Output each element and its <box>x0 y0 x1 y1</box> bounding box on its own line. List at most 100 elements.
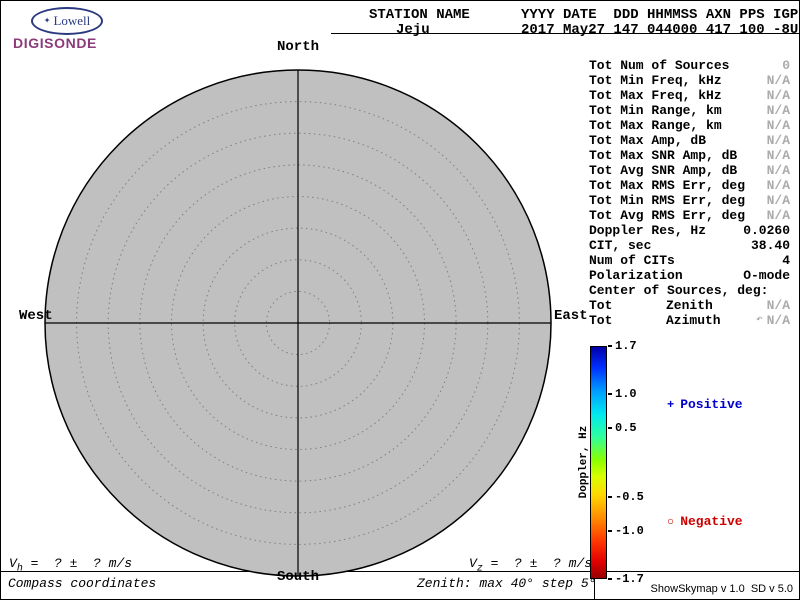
tick-mark-icon <box>608 392 612 395</box>
statusbar-divider <box>1 571 799 572</box>
colorbar-tick: 0.5 <box>608 421 637 435</box>
stat-value: N/A <box>766 178 790 193</box>
stat-value: N/A <box>766 208 790 223</box>
stat-right: O-mode <box>743 268 790 283</box>
colorbar-tick: 1.0 <box>608 387 637 401</box>
stat-right: N/A <box>767 193 790 208</box>
skymap-plot[interactable]: North South West East <box>1 34 601 600</box>
stat-label: Num of CITs <box>589 253 675 268</box>
stat-value: 38.40 <box>750 238 790 253</box>
positive-label: Positive <box>680 397 743 412</box>
stat-row: Tot Max Freq, kHz N/A <box>589 88 790 103</box>
tick-label: 0.5 <box>615 421 637 436</box>
stat-label: Tot Max Amp, dB <box>589 133 707 148</box>
stat-right: N/A <box>767 88 790 103</box>
tick-label: -0.5 <box>615 489 644 504</box>
zenith-range-note: Zenith: max 40° step 5° <box>417 576 597 591</box>
stat-value: N/A <box>766 103 790 118</box>
tick-label: -1.7 <box>615 572 644 586</box>
stat-label: Tot <box>589 313 613 328</box>
stat-row: Tot Min Freq, kHz N/A <box>589 73 790 88</box>
stat-value: O-mode <box>743 268 790 283</box>
vz-subscript: z <box>476 563 483 575</box>
stat-label: Tot Max Freq, kHz <box>589 88 722 103</box>
colorbar-tick: -1.0 <box>608 524 644 538</box>
stat-right: N/A <box>767 103 790 118</box>
stat-right: N/A <box>767 298 790 313</box>
stat-right: N/A <box>767 178 790 193</box>
plus-marker-icon: + <box>667 397 675 412</box>
north-label: North <box>277 39 319 55</box>
stat-row: Num of CITs 4 <box>589 253 790 268</box>
stat-label: Tot Min Range, km <box>589 103 722 118</box>
stat-row: Tot Num of Sources 0 <box>589 58 790 73</box>
tick-label: -1.0 <box>615 524 644 539</box>
stat-right: N/A <box>767 163 790 178</box>
stat-right: N/A <box>767 148 790 163</box>
stat-row: Tot Avg RMS Err, deg N/A <box>589 208 790 223</box>
tick-mark-icon <box>608 530 612 533</box>
stat-value: N/A <box>766 88 790 103</box>
lowell-wordmark: Lowell <box>53 13 91 28</box>
tick-mark-icon <box>608 495 612 498</box>
statusbar-vertical-divider <box>594 571 595 599</box>
stat-row: Tot Max RMS Err, deg N/A <box>589 178 790 193</box>
stat-mid-label: Zenith <box>666 298 713 313</box>
stat-row: Doppler Res, Hz 0.0260 <box>589 223 790 238</box>
tick-label: 1.7 <box>615 339 637 353</box>
stat-label: Tot <box>589 298 613 313</box>
colorbar-tick: -1.7 <box>608 572 644 586</box>
vh-readout: Vh = ? ± ? m/s <box>9 556 132 575</box>
station-name-label: STATION NAME <box>369 7 470 23</box>
stat-right: ↶ N/A <box>756 313 790 328</box>
header-divider <box>331 33 799 34</box>
stat-label: Tot Num of Sources <box>589 58 730 73</box>
vz-value: = ? ± ? m/s <box>482 556 593 571</box>
colorbar-tick: 1.7 <box>608 339 637 353</box>
coordinates-note: Compass coordinates <box>8 576 157 591</box>
stat-row: Polarization O-mode <box>589 268 790 283</box>
stat-row: Tot Max Range, km N/A <box>589 118 790 133</box>
lowell-oval-logo: ✦ Lowell <box>31 7 103 35</box>
stat-label: Polarization <box>589 268 683 283</box>
stat-row: Tot Max SNR Amp, dB N/A <box>589 148 790 163</box>
west-label: West <box>19 308 53 324</box>
stat-label: Doppler Res, Hz <box>589 223 707 238</box>
stat-value: 0.0260 <box>743 223 790 238</box>
stat-mid-label: Azimuth <box>666 313 721 328</box>
negative-legend: ○ Negative <box>667 514 743 529</box>
colorbar-area: 1.7 1.0 0.5 -0.5 -1.0 -1.7 <box>590 339 644 586</box>
stat-value: N/A <box>766 163 790 178</box>
stat-value: N/A <box>766 118 790 133</box>
vh-subscript: h <box>16 563 23 575</box>
vh-symbol: V <box>9 556 17 571</box>
stat-row: Tot Avg SNR Amp, dB N/A <box>589 163 790 178</box>
south-label: South <box>277 569 319 585</box>
tick-mark-icon <box>608 427 612 430</box>
stat-label: Tot Max SNR Amp, dB <box>589 148 738 163</box>
stat-row: Tot Zenith N/A <box>589 298 790 313</box>
stat-value: 4 <box>782 253 790 268</box>
stat-right: N/A <box>767 73 790 88</box>
circle-marker-icon: ○ <box>667 514 675 529</box>
tick-mark-icon <box>608 345 612 347</box>
stat-label: Tot Min RMS Err, deg <box>589 193 746 208</box>
stat-right: 38.40 <box>751 238 790 253</box>
lowell-digisonde-logo: ✦ Lowell DIGISONDE <box>7 4 122 51</box>
stat-value: N/A <box>766 313 790 328</box>
stat-row: Center of Sources, deg: <box>589 283 790 298</box>
stat-label: Tot Max Range, km <box>589 118 722 133</box>
doppler-colorbar <box>590 346 607 579</box>
negative-label: Negative <box>680 514 743 529</box>
stat-right: N/A <box>767 208 790 223</box>
vz-symbol: V <box>469 556 477 571</box>
stat-right: N/A <box>767 118 790 133</box>
tick-mark-icon <box>608 578 612 580</box>
header-columns-label: YYYY DATE DDD HHMMSS AXN PPS IGP <box>521 7 799 23</box>
stat-row: Tot Min Range, km N/A <box>589 103 790 118</box>
spark-icon: ✦ <box>43 16 51 25</box>
stat-label: Tot Avg RMS Err, deg <box>589 208 746 223</box>
stat-value: N/A <box>766 133 790 148</box>
stat-label: CIT, sec <box>589 238 652 253</box>
